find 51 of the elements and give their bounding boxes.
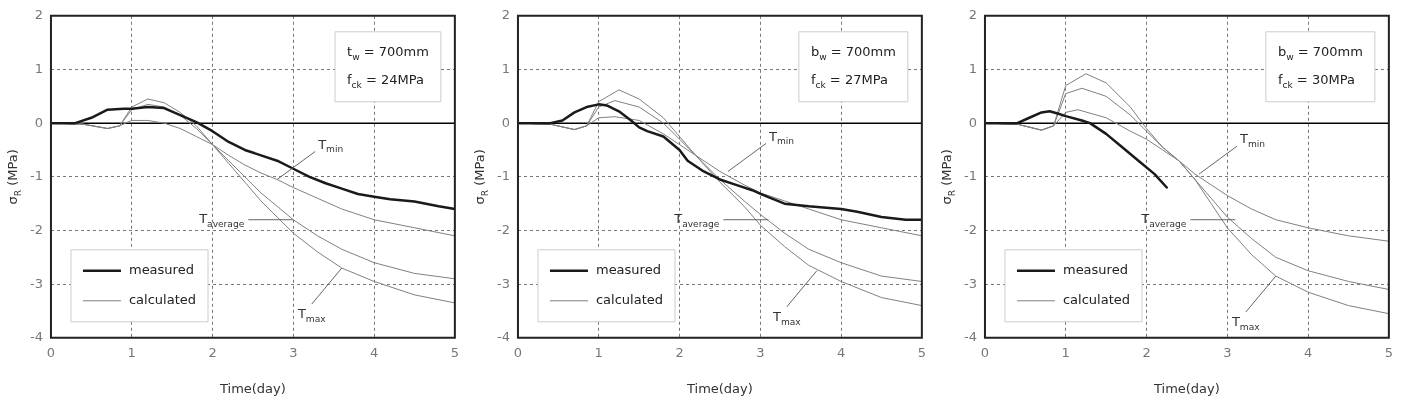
y-tick-label: 1 bbox=[34, 60, 43, 76]
x-tick-label: 3 bbox=[756, 344, 765, 360]
x-tick-label: 1 bbox=[594, 344, 603, 360]
y-tick-label: 0 bbox=[34, 114, 43, 130]
x-tick-label: 3 bbox=[289, 344, 298, 360]
y-axis-title: σR (MPa) bbox=[472, 149, 490, 205]
y-axis-title: σR (MPa) bbox=[939, 149, 957, 205]
y-tick-label: -4 bbox=[496, 329, 510, 345]
y-axis-title: σR (MPa) bbox=[5, 149, 23, 205]
y-tick-label: -1 bbox=[496, 168, 510, 184]
y-tick-label: 1 bbox=[968, 60, 977, 76]
x-tick-label: 1 bbox=[1061, 344, 1070, 360]
legend-label: measured bbox=[595, 262, 661, 278]
x-tick-label: 2 bbox=[675, 344, 684, 360]
legend-label: calculated bbox=[1062, 292, 1131, 308]
y-tick-label: 2 bbox=[34, 7, 43, 23]
legend-label: measured bbox=[128, 262, 194, 278]
x-tick-label: 4 bbox=[836, 344, 846, 360]
x-tick-label: 4 bbox=[369, 344, 379, 360]
y-tick-label: -3 bbox=[963, 275, 977, 291]
y-tick-label: -4 bbox=[963, 329, 977, 345]
x-tick-label: 1 bbox=[127, 344, 136, 360]
legend-label: calculated bbox=[128, 292, 197, 308]
y-tick-label: 0 bbox=[968, 114, 977, 130]
y-tick-label: 0 bbox=[501, 114, 510, 130]
x-axis-title: Time(day) bbox=[685, 380, 753, 396]
y-tick-label: -2 bbox=[963, 221, 977, 237]
legend-label: measured bbox=[1062, 262, 1128, 278]
x-tick-label: 5 bbox=[1384, 344, 1394, 360]
x-tick-label: 3 bbox=[1223, 344, 1232, 360]
x-tick-label: 0 bbox=[513, 344, 523, 360]
y-tick-label: -2 bbox=[29, 221, 43, 237]
x-tick-label: 2 bbox=[1142, 344, 1151, 360]
y-tick-label: -1 bbox=[29, 168, 43, 184]
y-tick-label: -1 bbox=[963, 168, 977, 184]
y-tick-label: 1 bbox=[501, 60, 510, 76]
y-tick-label: -4 bbox=[29, 329, 43, 345]
x-tick-label: 0 bbox=[46, 344, 56, 360]
x-tick-label: 0 bbox=[980, 344, 990, 360]
x-axis-title: Time(day) bbox=[1152, 380, 1220, 396]
y-tick-label: -3 bbox=[29, 275, 43, 291]
x-tick-label: 5 bbox=[450, 344, 460, 360]
y-tick-label: 2 bbox=[968, 7, 977, 23]
y-tick-label: -3 bbox=[496, 275, 510, 291]
x-tick-label: 4 bbox=[1303, 344, 1313, 360]
x-axis-title: Time(day) bbox=[218, 380, 286, 396]
y-tick-label: -2 bbox=[496, 221, 510, 237]
legend-label: calculated bbox=[595, 292, 664, 308]
y-tick-label: 2 bbox=[501, 7, 510, 23]
x-tick-label: 2 bbox=[208, 344, 217, 360]
x-tick-label: 5 bbox=[917, 344, 927, 360]
